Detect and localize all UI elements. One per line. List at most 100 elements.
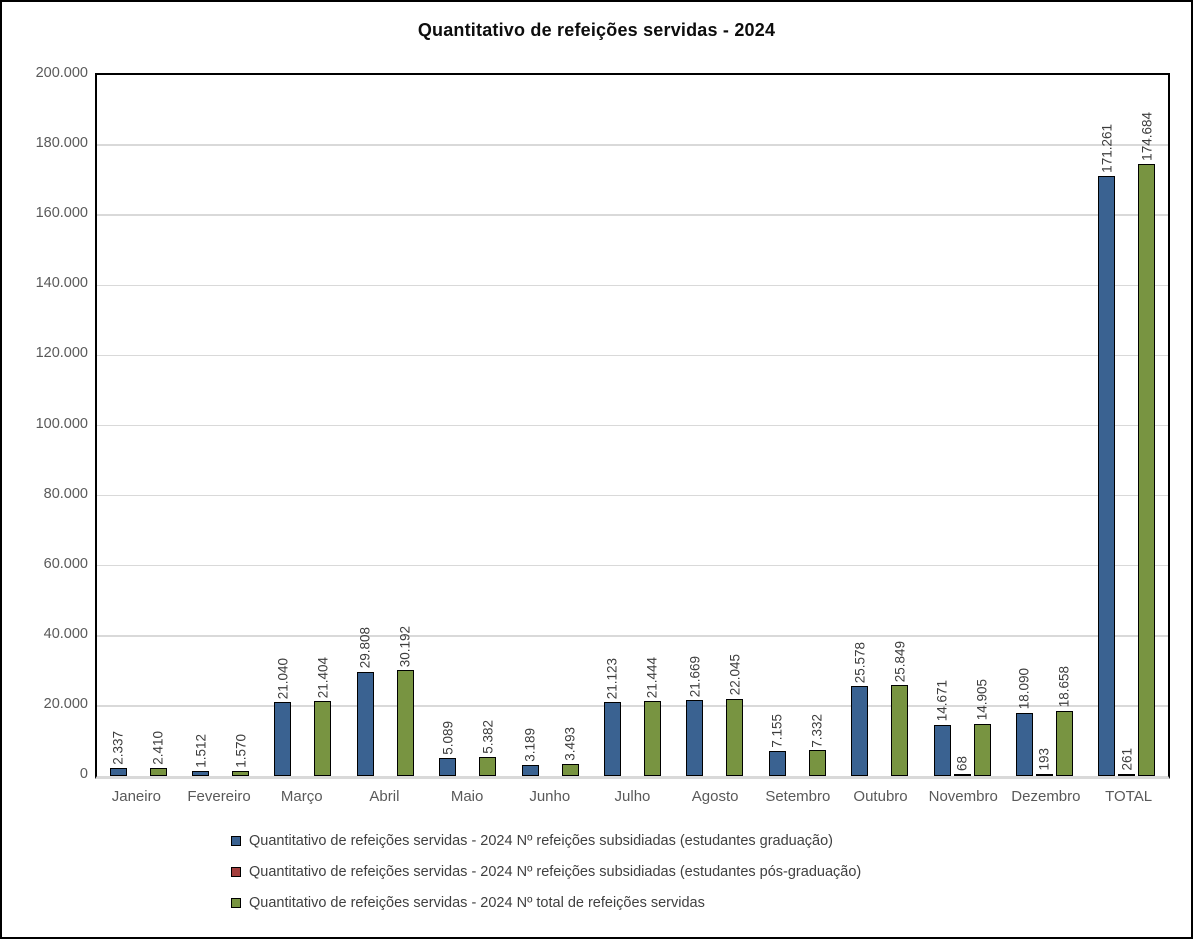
x-category-label: TOTAL <box>1105 788 1153 805</box>
y-tick-label: 80.000 <box>43 485 88 502</box>
bar-value-label: 193 <box>1036 748 1052 771</box>
x-category-label: Fevereiro <box>187 788 251 805</box>
bar-value-label: 5.382 <box>480 720 496 755</box>
y-tick-label: 160.000 <box>35 205 88 222</box>
chart-title: Quantitativo de refeições servidas - 202… <box>417 20 776 40</box>
bar-value-label: 261 <box>1119 748 1135 771</box>
bar-series-2: 3.493 <box>561 727 579 776</box>
bar-series-2: 25.849 <box>891 641 909 776</box>
bar-value-label: 174.684 <box>1139 111 1155 161</box>
bar-value-label: 18.090 <box>1016 668 1032 710</box>
gridline <box>97 214 1168 216</box>
bar-value-label: 171.261 <box>1099 123 1115 173</box>
legend-marker-graduacao-icon <box>231 836 241 846</box>
bar-group: 171.261 261 174.684 <box>1086 75 1168 776</box>
bar-value-label: 7.332 <box>809 713 825 748</box>
bar-value-label: 14.905 <box>974 679 990 721</box>
x-category-label: Abril <box>369 788 400 805</box>
y-tick-label: 180.000 <box>35 135 88 152</box>
bar-series-0: 171.261 <box>1098 124 1116 776</box>
bar-value-label: 21.040 <box>275 657 291 700</box>
plot-area: 2.337 2.410 1.512 1.570 21.040 21.404 29.808 30… <box>95 73 1170 779</box>
bar-series-2: 21.404 <box>314 657 332 776</box>
bar-series-1: 193 <box>1035 748 1053 776</box>
bar-group: 2.337 2.410 <box>97 75 179 776</box>
bar-value-label: 21.444 <box>644 656 660 698</box>
bar-value-label: 1.570 <box>233 733 249 768</box>
bar-series-2: 5.382 <box>479 720 497 776</box>
bar-series-2: 22.045 <box>726 654 744 776</box>
bar-value-label: 2.410 <box>150 730 166 765</box>
bar-value-label: 21.669 <box>687 655 703 698</box>
legend-label: Quantitativo de refeições servidas - 202… <box>249 895 705 911</box>
bar-group: 1.512 1.570 <box>179 75 261 776</box>
bar-value-label: 29.808 <box>357 627 373 669</box>
bar-group: 7.155 7.332 <box>756 75 838 776</box>
y-axis: 200.000 180.000 160.000 140.000 120.000 100.0… <box>2 2 88 937</box>
legend-item: Quantitativo de refeições servidas - 202… <box>231 864 861 880</box>
y-tick-label: 60.000 <box>43 555 88 572</box>
bar-value-label: 18.658 <box>1056 666 1072 708</box>
bar-group: 18.090 193 18.658 <box>1003 75 1085 776</box>
bar-value-label: 14.671 <box>934 680 950 722</box>
x-category-label: Setembro <box>765 788 831 805</box>
bar-series-2: 2.410 <box>149 731 167 776</box>
bar-group: 21.040 21.404 <box>262 75 344 776</box>
bar-value-label: 21.404 <box>315 656 331 698</box>
bar-series-2: 14.905 <box>973 679 991 776</box>
y-tick-label: 120.000 <box>35 345 88 362</box>
gridline <box>97 424 1168 427</box>
legend: Quantitativo de refeições servidas - 202… <box>231 833 861 911</box>
legend-marker-pos-graduacao-icon <box>231 867 241 877</box>
legend-label: Quantitativo de refeições servidas - 202… <box>249 833 834 849</box>
y-tick-label: 200.000 <box>35 65 88 81</box>
y-tick-label: 40.000 <box>43 625 88 642</box>
bar-series-0: 2.337 <box>109 731 127 776</box>
bar-series-2: 7.332 <box>808 714 826 776</box>
bar-value-label: 21.123 <box>604 657 620 699</box>
x-category-label: Maio <box>450 788 484 805</box>
x-category-label: Novembro <box>928 788 998 805</box>
bar-series-1: 261 <box>1118 748 1136 776</box>
bar-series-0: 1.512 <box>192 734 210 776</box>
bar-group: 21.669 22.045 <box>674 75 756 776</box>
bar-value-label: 5.089 <box>440 721 456 756</box>
x-category-label: Março <box>280 788 323 805</box>
y-tick-label: 140.000 <box>35 275 88 292</box>
bar-value-label: 1.512 <box>193 733 209 768</box>
bar-value-label: 3.493 <box>562 726 578 761</box>
bar-value-label: 30.192 <box>397 625 413 668</box>
x-category-label: Outubro <box>853 788 908 805</box>
bar-group: 5.089 5.382 <box>427 75 509 776</box>
bar-group: 3.189 3.493 <box>509 75 591 776</box>
gridline <box>97 494 1168 497</box>
bar-value-label: 22.045 <box>727 654 743 696</box>
x-category-label: Dezembro <box>1011 788 1081 805</box>
bar-series-2: 174.684 <box>1138 112 1156 776</box>
gridline <box>97 564 1168 567</box>
bar-series-0: 21.123 <box>603 658 621 776</box>
gridline <box>97 284 1168 287</box>
bar-series-0: 14.671 <box>933 680 951 776</box>
gridline <box>97 144 1168 146</box>
bar-series-0: 18.090 <box>1015 668 1033 776</box>
bar-value-label: 2.337 <box>110 731 126 765</box>
legend-marker-total-icon <box>231 898 241 908</box>
bar-group: 14.671 68 14.905 <box>921 75 1003 776</box>
bar-group: 25.578 25.849 <box>838 75 920 776</box>
bar-value-label: 68 <box>954 755 970 771</box>
legend-item: Quantitativo de refeições servidas - 202… <box>231 833 861 849</box>
bar-series-2: 18.658 <box>1055 666 1073 776</box>
bar-series-0: 7.155 <box>768 714 786 776</box>
y-tick-label: 20.000 <box>43 695 88 712</box>
bar-value-label: 25.578 <box>852 642 868 684</box>
bar-value-label: 7.155 <box>769 714 785 748</box>
gridline <box>97 705 1168 707</box>
bar-series-1: 68 <box>953 756 971 776</box>
y-tick-label: 0 <box>79 766 88 782</box>
x-category-label: Janeiro <box>111 788 161 805</box>
bar-series-2: 30.192 <box>396 626 414 776</box>
bar-group: 29.808 30.192 <box>344 75 426 776</box>
gridline <box>97 354 1168 357</box>
